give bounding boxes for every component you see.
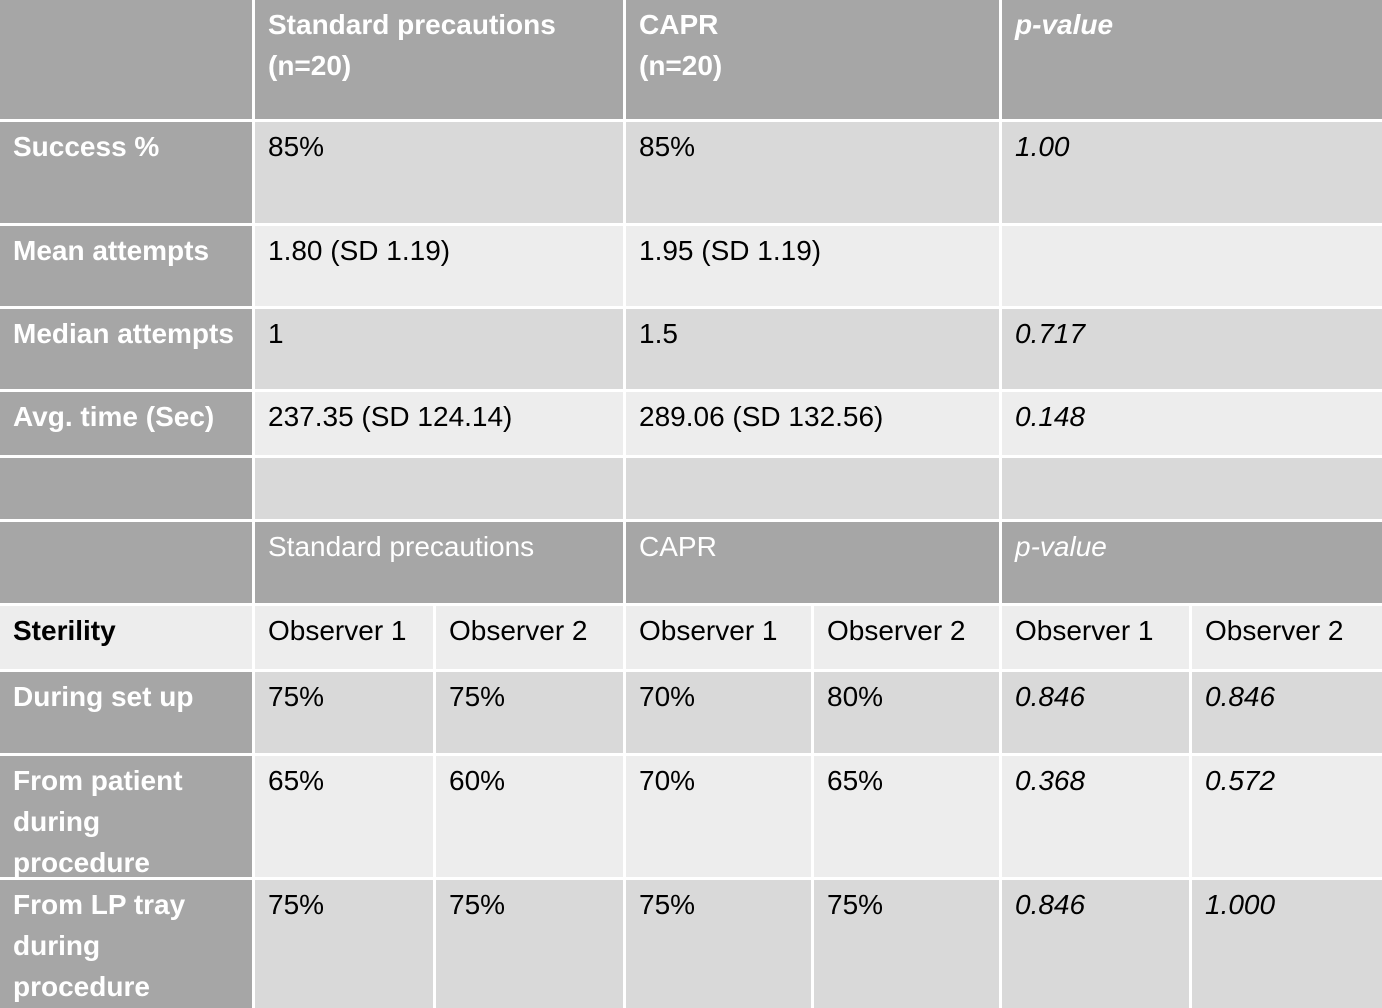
header2-p-value: p-value [1002,522,1382,606]
header-p-value: p-value [1002,0,1382,122]
observer-header: Observer 2 [1192,606,1382,672]
cell-avg-time-p: 0.148 [1002,392,1382,458]
table-cell: 75% [255,880,436,1008]
row-label-median-attempts: Median attempts [0,309,255,392]
row-label-mean-attempts: Mean attempts [0,226,255,309]
observer-header: Observer 1 [255,606,436,672]
spacer-cell-std [255,458,626,522]
table-cell: 0.846 [1002,672,1192,756]
table-cell: 75% [814,880,1002,1008]
cell-median-attempts-std: 1 [255,309,626,392]
spacer-cell-capr [626,458,1002,522]
table-cell: 80% [814,672,1002,756]
cell-success-capr: 85% [626,122,1002,226]
cell-median-attempts-capr: 1.5 [626,309,1002,392]
table-cell: 0.572 [1192,756,1382,880]
table-cell: 60% [436,756,626,880]
header-capr-n: (n=20) [639,50,723,81]
table-cell: 70% [626,672,814,756]
header-standard-precautions-n: (n=20) [268,50,352,81]
row-label-during-set-up: During set up [0,672,255,756]
cell-avg-time-capr: 289.06 (SD 132.56) [626,392,1002,458]
row-label-from-lp-tray: From LP tray during procedure [0,880,255,1008]
header2-standard-precautions: Standard precautions [255,522,626,606]
header-empty-cell [0,0,255,122]
table-cell: 75% [436,880,626,1008]
header2-empty-cell [0,522,255,606]
table-cell: 65% [814,756,1002,880]
table-cell: 75% [436,672,626,756]
cell-median-attempts-p: 0.717 [1002,309,1382,392]
observer-header: Observer 2 [436,606,626,672]
table-cell: 0.846 [1002,880,1192,1008]
row-label-avg-time: Avg. time (Sec) [0,392,255,458]
observer-header: Observer 1 [1002,606,1192,672]
cell-mean-attempts-p [1002,226,1382,309]
spacer-label-cell [0,458,255,522]
cell-success-p: 1.00 [1002,122,1382,226]
header-standard-precautions-label: Standard precautions [268,9,556,40]
table-cell: 75% [626,880,814,1008]
cell-mean-attempts-std: 1.80 (SD 1.19) [255,226,626,309]
table-cell: 1.000 [1192,880,1382,1008]
cell-mean-attempts-capr: 1.95 (SD 1.19) [626,226,1002,309]
table-cell: 0.846 [1192,672,1382,756]
header-capr-label: CAPR [639,9,719,40]
table-cell: 75% [255,672,436,756]
cell-avg-time-std: 237.35 (SD 124.14) [255,392,626,458]
observer-header: Observer 1 [626,606,814,672]
observer-header: Observer 2 [814,606,1002,672]
row-label-sterility: Sterility [0,606,255,672]
header2-capr: CAPR [626,522,1002,606]
table-cell: 65% [255,756,436,880]
row-label-from-patient: From patient during procedure [0,756,255,880]
table-cell: 70% [626,756,814,880]
row-label-success: Success % [0,122,255,226]
cell-success-std: 85% [255,122,626,226]
header-capr: CAPR (n=20) [626,0,1002,122]
spacer-cell-p [1002,458,1382,522]
header-standard-precautions: Standard precautions (n=20) [255,0,626,122]
table-cell: 0.368 [1002,756,1192,880]
